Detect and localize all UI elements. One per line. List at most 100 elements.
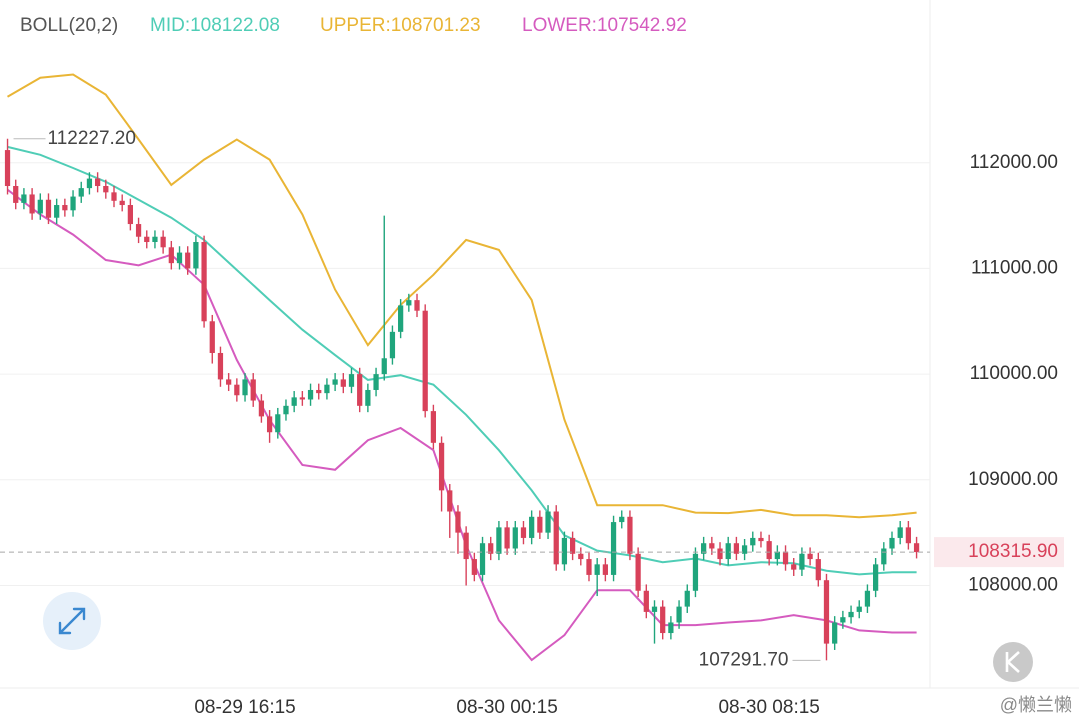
candle-body [438, 442, 445, 491]
candle-body [103, 186, 109, 193]
y-tick-label: 110000.00 [970, 363, 1058, 384]
x-tick-label: 08-29 16:15 [194, 697, 295, 718]
candle-body [45, 199, 52, 218]
candle-body [70, 196, 76, 211]
candle-body [127, 205, 133, 225]
candle-body [864, 590, 871, 607]
candle-body [692, 553, 699, 591]
candle-body [627, 516, 633, 554]
candle-body [725, 543, 731, 560]
x-tick-label: 08-30 00:15 [456, 697, 557, 718]
min-marker-label: 107291.70 [699, 649, 789, 670]
candle-body [602, 564, 608, 575]
candle-body [840, 617, 846, 623]
candle-body [856, 606, 862, 612]
y-tick-label: 108000.00 [968, 575, 1058, 596]
y-tick-label: 112000.00 [970, 152, 1058, 173]
candle-body [430, 411, 437, 443]
candle-body [135, 224, 142, 237]
candle-body [881, 548, 887, 565]
candle-body [733, 543, 740, 554]
candle-body [307, 389, 314, 400]
candle-body [398, 305, 404, 332]
candle-body [520, 527, 527, 538]
candle-body [144, 236, 150, 243]
candle-body [774, 551, 780, 560]
candle-body [119, 200, 125, 206]
candle-body [62, 205, 68, 211]
candle-body [815, 559, 821, 581]
candle-body [54, 205, 60, 218]
legend-entry: UPPER:108701.23 [320, 15, 481, 36]
candle-body [176, 252, 183, 264]
candle-body [750, 537, 756, 546]
legend-entry: LOWER:107542.92 [522, 15, 687, 36]
last-price-label: 108315.90 [968, 541, 1058, 562]
candle-body [643, 590, 649, 612]
candle-body [152, 236, 158, 243]
indicator-label: BOLL(20,2) [20, 15, 118, 36]
candle-body [86, 178, 93, 189]
candle-body [389, 331, 396, 359]
candle-body [701, 543, 707, 554]
candle-body [299, 397, 305, 400]
candle-body [365, 389, 371, 406]
k-icon[interactable] [1005, 651, 1020, 673]
candle-body [586, 559, 592, 575]
candle-body [504, 527, 510, 549]
candle-body [406, 300, 412, 306]
last-price-bg [934, 537, 1064, 568]
candle-body [13, 186, 19, 203]
candle-body [414, 300, 420, 311]
candle-body [463, 532, 469, 560]
candle-body [185, 252, 191, 269]
candle-body [447, 490, 453, 512]
band-line [7, 145, 917, 576]
candle-body [21, 194, 27, 203]
candle-body [455, 511, 461, 533]
candle-body [668, 622, 674, 634]
candle-body [422, 310, 428, 412]
k-button-bg[interactable] [993, 642, 1033, 682]
band-line [6, 188, 917, 662]
x-tick-label: 08-30 08:15 [718, 697, 819, 718]
candle-body [340, 379, 346, 387]
candle-body [78, 188, 84, 197]
expand-icon[interactable] [58, 607, 86, 635]
candle-body [766, 541, 772, 560]
candle-body [807, 553, 813, 560]
candle-body [234, 384, 240, 396]
candle-body [94, 178, 101, 187]
candle-body [373, 374, 379, 390]
candle-body [905, 527, 912, 544]
candle-body [717, 548, 723, 560]
candle-body [201, 242, 207, 322]
candle-body [529, 516, 535, 538]
y-tick-label: 109000.00 [968, 469, 1058, 490]
candle-body [193, 242, 199, 269]
candle-body [324, 384, 330, 394]
candles-layer [4, 138, 920, 661]
candle-body [471, 559, 477, 575]
k-button[interactable] [993, 642, 1033, 682]
candle-body [242, 379, 248, 396]
candle-body [160, 236, 166, 248]
candle-body [537, 516, 543, 533]
candle-body [332, 379, 338, 385]
watermark: @懒兰懒 [1000, 695, 1072, 715]
candle-body [217, 352, 224, 380]
candle-body [226, 379, 232, 385]
candle-body [348, 374, 355, 387]
candle-body [258, 400, 265, 417]
candle-body [512, 527, 518, 549]
expand-button[interactable] [43, 592, 101, 650]
candle-body [4, 150, 11, 187]
candle-body [897, 527, 903, 538]
candle-body [823, 580, 830, 644]
candle-body [594, 564, 600, 575]
candle-body [848, 611, 854, 618]
candle-body [266, 416, 273, 433]
candle-body [37, 199, 43, 214]
candle-body [545, 511, 551, 533]
